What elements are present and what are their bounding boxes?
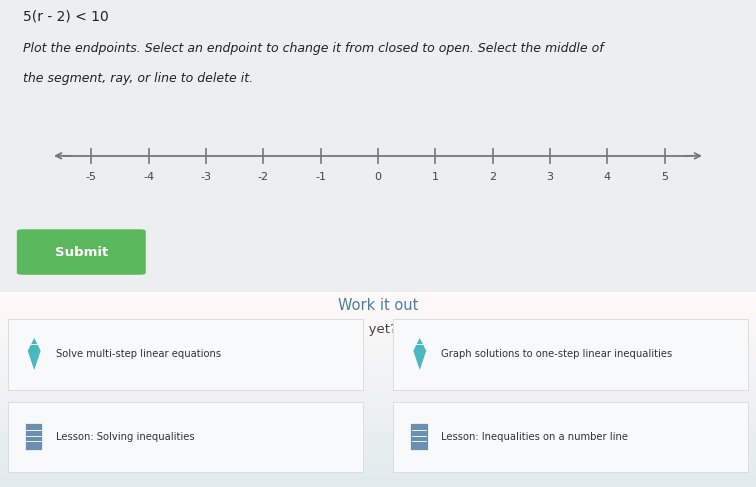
Text: -5: -5 bbox=[85, 172, 97, 182]
FancyBboxPatch shape bbox=[25, 423, 42, 450]
Text: 4: 4 bbox=[604, 172, 611, 182]
Text: 5(r - 2) < 10: 5(r - 2) < 10 bbox=[23, 9, 108, 23]
Polygon shape bbox=[413, 337, 427, 372]
Text: Lesson: Solving inequalities: Lesson: Solving inequalities bbox=[55, 432, 194, 442]
FancyBboxPatch shape bbox=[17, 229, 146, 275]
Text: -3: -3 bbox=[200, 172, 212, 182]
Text: Plot the endpoints. Select an endpoint to change it from closed to open. Select : Plot the endpoints. Select an endpoint t… bbox=[23, 42, 603, 55]
Text: Work it out: Work it out bbox=[338, 298, 418, 313]
Text: 5: 5 bbox=[662, 172, 668, 182]
Text: the segment, ray, or line to delete it.: the segment, ray, or line to delete it. bbox=[23, 73, 253, 85]
Text: -1: -1 bbox=[315, 172, 326, 182]
Text: 2: 2 bbox=[489, 172, 496, 182]
Polygon shape bbox=[27, 337, 42, 372]
Text: -4: -4 bbox=[143, 172, 154, 182]
Text: 3: 3 bbox=[547, 172, 553, 182]
Text: 0: 0 bbox=[374, 172, 382, 182]
FancyBboxPatch shape bbox=[411, 423, 428, 450]
Text: Solve multi-step linear equations: Solve multi-step linear equations bbox=[55, 349, 221, 359]
Text: Not feeling ready yet? These can help:: Not feeling ready yet? These can help: bbox=[249, 323, 507, 337]
Text: Graph solutions to one-step linear inequalities: Graph solutions to one-step linear inequ… bbox=[441, 349, 672, 359]
Text: Submit: Submit bbox=[54, 245, 108, 259]
Text: 1: 1 bbox=[432, 172, 438, 182]
Text: -2: -2 bbox=[258, 172, 269, 182]
Text: Lesson: Inequalities on a number line: Lesson: Inequalities on a number line bbox=[441, 432, 628, 442]
